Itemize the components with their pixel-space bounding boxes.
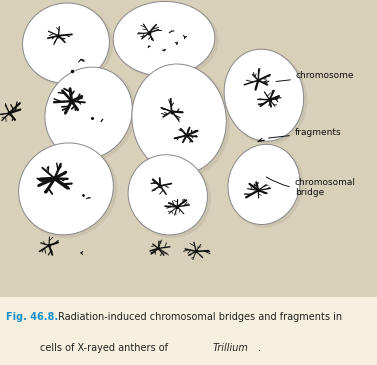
Text: Radiation-induced chromosomal bridges and fragments in: Radiation-induced chromosomal bridges an… bbox=[58, 312, 343, 322]
Ellipse shape bbox=[230, 145, 303, 228]
Text: chromosomal
bridge: chromosomal bridge bbox=[266, 177, 356, 197]
Text: .: . bbox=[258, 343, 261, 353]
Ellipse shape bbox=[228, 144, 300, 224]
Ellipse shape bbox=[115, 3, 219, 79]
Text: Fig. 46.8.: Fig. 46.8. bbox=[6, 312, 58, 322]
Ellipse shape bbox=[113, 1, 215, 76]
Ellipse shape bbox=[132, 64, 226, 174]
Ellipse shape bbox=[130, 156, 211, 238]
Text: chromosome: chromosome bbox=[276, 71, 354, 81]
Ellipse shape bbox=[20, 144, 117, 238]
Ellipse shape bbox=[46, 68, 136, 162]
Text: cells of X-rayed anthers of: cells of X-rayed anthers of bbox=[40, 343, 171, 353]
Ellipse shape bbox=[24, 4, 113, 87]
Ellipse shape bbox=[226, 50, 307, 145]
Text: Trillium: Trillium bbox=[213, 343, 249, 353]
Ellipse shape bbox=[45, 67, 132, 159]
Ellipse shape bbox=[133, 65, 230, 177]
Ellipse shape bbox=[23, 3, 109, 83]
Ellipse shape bbox=[224, 49, 303, 141]
Ellipse shape bbox=[128, 155, 207, 235]
Ellipse shape bbox=[18, 143, 113, 235]
Text: fragments: fragments bbox=[268, 128, 342, 138]
